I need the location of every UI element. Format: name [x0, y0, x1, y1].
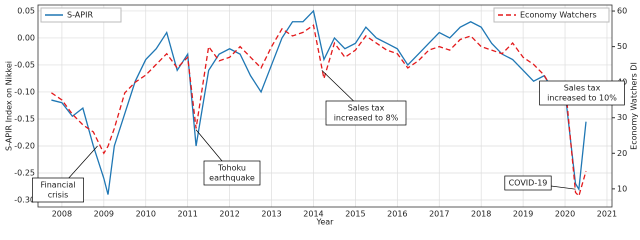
- x-tick-label: 2014: [303, 210, 323, 219]
- y-tick-label: -0.05: [14, 60, 35, 69]
- x-tick-label: 2020: [555, 210, 575, 219]
- annotation-box: [325, 100, 407, 126]
- x-tick-label: 2018: [471, 210, 491, 219]
- x-tick-label: 2010: [136, 210, 156, 219]
- annotation-text: Sales tax: [348, 104, 385, 113]
- annotation-text: Tohoku: [217, 164, 246, 173]
- x-tick-label: 2008: [52, 210, 72, 219]
- annotation-text: Financial: [40, 181, 75, 190]
- y2-axis-label: Economy Watchers DI: [630, 62, 639, 150]
- legend-box: [40, 7, 122, 23]
- x-tick-label: 2019: [513, 210, 533, 219]
- y2-tick-label: 10: [617, 184, 627, 193]
- y2-tick-label: 20: [617, 149, 627, 158]
- x-tick-label: 2009: [94, 210, 114, 219]
- x-axis-label: Year: [316, 218, 335, 227]
- annotation-text: COVID-19: [509, 179, 548, 188]
- plot-frame: [37, 4, 613, 208]
- series-line: [51, 24, 587, 198]
- y-tick-label: -0.10: [14, 87, 35, 96]
- y-tick-label: -0.20: [14, 141, 35, 150]
- x-tick-label: 2016: [387, 210, 407, 219]
- annotation-text: increased to 10%: [547, 94, 617, 103]
- x-tick-label: 2011: [178, 210, 198, 219]
- annotation-box: [539, 80, 625, 106]
- legend-label: Economy Watchers: [520, 11, 597, 20]
- chart: Year S-APIR Index on Nikkei Economy Watc…: [5, 4, 639, 227]
- annotation-text: Sales tax: [564, 84, 601, 93]
- x-tick-label: 2017: [429, 210, 449, 219]
- annotation-box: [504, 175, 552, 191]
- x-tick-label: 2015: [345, 210, 365, 219]
- annotation-text: increased to 8%: [334, 114, 399, 123]
- y-tick-label: -0.15: [14, 114, 35, 123]
- y2-tick-label: 50: [617, 42, 627, 51]
- legend-label: S-APIR: [67, 11, 93, 20]
- y-tick-label: -0.25: [14, 168, 35, 177]
- y2-tick-label: 60: [617, 7, 627, 16]
- annotation-text: crisis: [48, 191, 68, 200]
- y-tick-label: 0.00: [17, 33, 35, 42]
- y-axis-label: S-APIR Index on Nikkei: [5, 61, 14, 151]
- annotation-text: earthquake: [209, 174, 255, 183]
- x-tick-label: 2013: [261, 210, 281, 219]
- y-tick-label: -0.30: [14, 195, 35, 204]
- annotation-box: [32, 177, 84, 203]
- legend-box: [493, 7, 610, 23]
- annotation-box: [203, 160, 261, 186]
- series-line: [51, 9, 587, 195]
- x-tick-label: 2021: [597, 210, 617, 219]
- y2-tick-label: 30: [617, 113, 627, 122]
- y-tick-label: 0.05: [17, 6, 35, 15]
- x-tick-label: 2012: [219, 210, 239, 219]
